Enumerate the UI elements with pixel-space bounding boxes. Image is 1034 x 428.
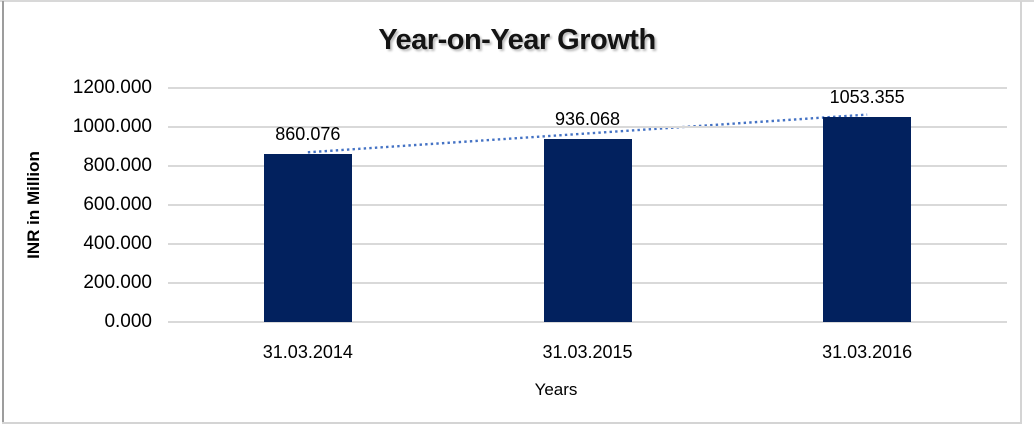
- frame-border-left: [2, 1, 4, 424]
- gridline: [168, 126, 1007, 128]
- x-axis-title: Years: [534, 380, 578, 399]
- gridline: [168, 87, 1007, 89]
- bar-value-label: 860.076: [275, 124, 341, 145]
- frame-border-right: [1020, 1, 1022, 424]
- bar-value-label: 936.068: [554, 109, 621, 130]
- x-axis-category-label: 31.03.2016: [822, 342, 913, 362]
- plot-area: 860.076 936.068 1053.355: [168, 86, 1007, 323]
- bar-value-label: 1053.355: [829, 86, 905, 107]
- trendline: [307, 113, 868, 154]
- x-axis-category-label: 31.03.2014: [262, 342, 353, 362]
- bar: [263, 154, 352, 322]
- y-axis-tick-label: 600.000: [83, 194, 152, 215]
- bar: [543, 139, 632, 322]
- gridline: [168, 321, 1007, 323]
- y-axis-tick-label: 400.000: [83, 233, 152, 254]
- y-axis-tick-label: 1000.000: [72, 116, 152, 137]
- chart-title: Year-on-Year Growth: [378, 24, 656, 56]
- y-axis-tick-label: 0.000: [104, 311, 152, 332]
- bar: [823, 116, 912, 322]
- x-axis-category-label: 31.03.2015: [542, 342, 633, 362]
- frame-border-top: [0, 0, 1034, 2]
- y-axis-tick-label: 200.000: [83, 272, 152, 293]
- y-axis-tick-label: 1200.000: [72, 77, 152, 98]
- frame-border-bottom: [2, 422, 1022, 424]
- y-axis-tick-label: 800.000: [83, 155, 152, 176]
